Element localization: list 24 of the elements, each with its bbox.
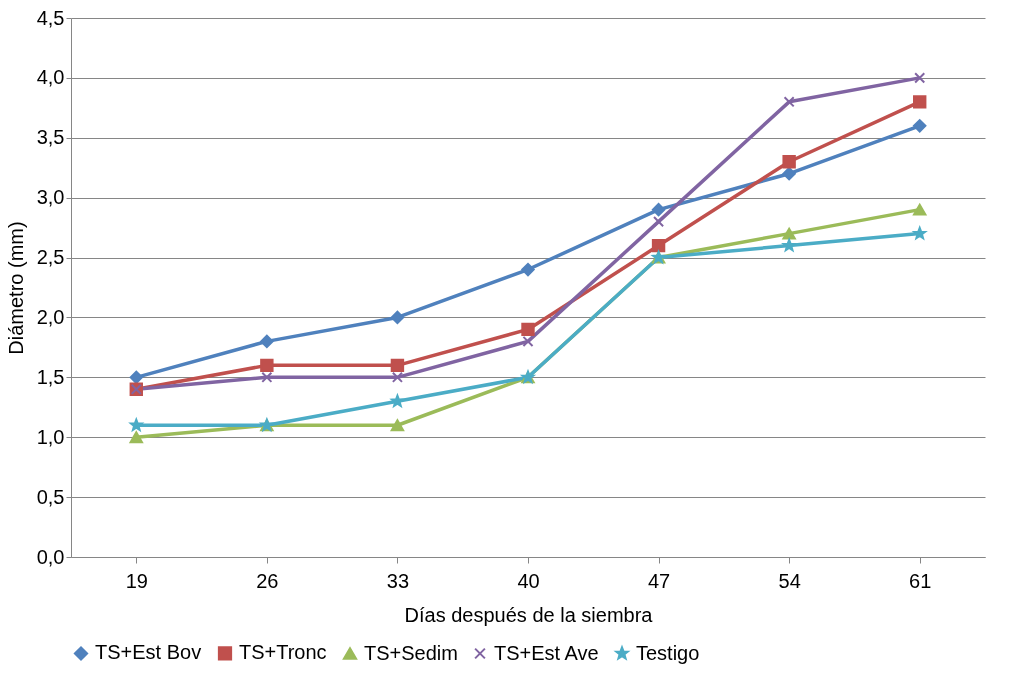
x-tick-label: 26 <box>256 569 279 592</box>
y-axis-title: Diámetro (mm) <box>4 221 27 355</box>
x-axis-title: Días después de la siembra <box>404 603 654 626</box>
legend-label: TS+Est Ave <box>494 641 599 664</box>
y-tick-label: 3,0 <box>36 186 65 209</box>
x-tick-label: 19 <box>125 569 148 592</box>
legend-label: TS+Sedim <box>364 641 458 664</box>
legend-label: TS+Tronc <box>239 641 327 664</box>
y-tick-label: 3,5 <box>36 126 65 149</box>
y-tick-label: 4,5 <box>36 6 65 29</box>
y-tick-label: 1,0 <box>36 425 65 448</box>
y-tick-label: 0,5 <box>36 485 65 508</box>
y-tick-label: 2,5 <box>36 246 65 269</box>
x-tick-label: 54 <box>778 569 801 592</box>
y-tick-label: 4,0 <box>36 66 65 89</box>
x-tick-label: 40 <box>517 569 540 592</box>
y-tick-label: 1,5 <box>36 365 65 388</box>
legend-label: Testigo <box>636 641 700 664</box>
x-tick-label: 47 <box>647 569 671 592</box>
y-tick-label: 2,0 <box>36 305 65 328</box>
x-tick-label: 33 <box>386 569 410 592</box>
y-tick-label: 0,0 <box>36 545 65 568</box>
x-tick-label: 61 <box>909 569 932 592</box>
legend-label: TS+Est Bov <box>95 641 202 664</box>
